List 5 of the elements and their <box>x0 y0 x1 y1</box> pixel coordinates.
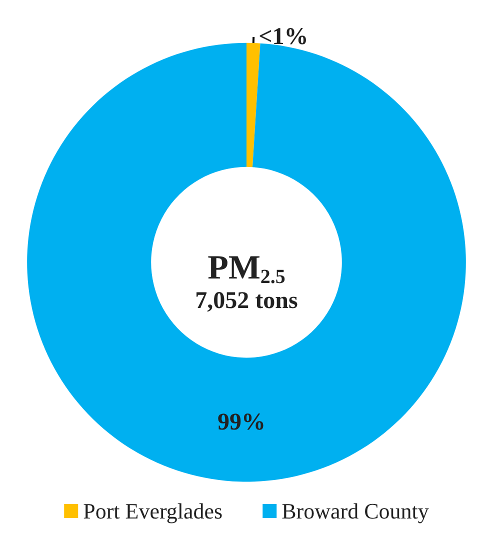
legend-label: Port Everglades <box>83 498 223 524</box>
data-label: <1% <box>258 24 308 50</box>
legend-label: Broward County <box>282 498 429 524</box>
data-label: 99% <box>217 410 266 436</box>
text: 7,052 tons <box>195 288 298 314</box>
